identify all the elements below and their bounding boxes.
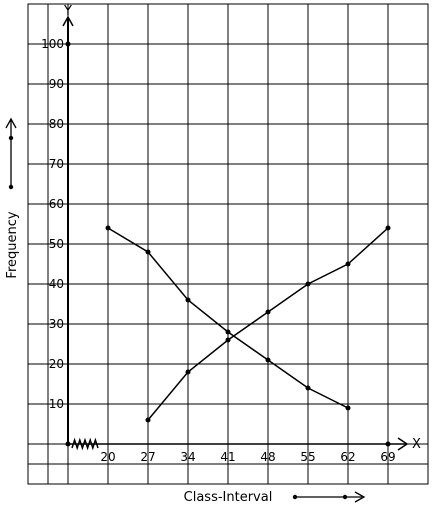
y-tick-label: 80 xyxy=(49,117,64,131)
axes xyxy=(62,15,409,451)
x-tick-label: 69 xyxy=(380,450,395,464)
x-direction-arrow-dot xyxy=(292,494,298,500)
y-tick-label: 70 xyxy=(49,157,64,171)
y-tick-label: 40 xyxy=(49,277,64,291)
y-tick-label: 90 xyxy=(49,77,64,91)
data-point xyxy=(385,225,391,231)
data-point xyxy=(265,309,271,315)
data-point xyxy=(145,249,151,255)
x-tick-label: 20 xyxy=(100,450,115,464)
x-tick-label: 62 xyxy=(340,450,355,464)
data-point xyxy=(185,369,191,375)
x-axis-title: Class-Interval xyxy=(184,490,273,505)
x-direction-arrow-dot xyxy=(342,494,348,500)
x-axis-letter: X xyxy=(412,437,421,452)
data-point xyxy=(345,405,351,411)
y-tick-label: 30 xyxy=(49,317,64,331)
data-point xyxy=(265,357,271,363)
y-direction-arrow-head xyxy=(5,117,17,129)
y-tick-label: 10 xyxy=(49,397,64,411)
y-direction-arrow-dot xyxy=(8,135,14,141)
data-point xyxy=(145,417,151,423)
series xyxy=(105,225,391,423)
x-tick-label: 41 xyxy=(220,450,235,464)
x-axis-arrow xyxy=(397,437,409,451)
y-direction-arrow-dot xyxy=(8,184,14,190)
x-tick-label: 48 xyxy=(260,450,275,464)
origin-point xyxy=(65,441,71,447)
data-point xyxy=(305,385,311,391)
y-tick-label: 20 xyxy=(49,357,64,371)
x-tick-label: 34 xyxy=(180,450,195,464)
y-axis-top-point xyxy=(65,41,71,47)
data-point xyxy=(185,297,191,303)
axis-break-zigzag xyxy=(71,437,99,451)
data-point xyxy=(225,337,231,343)
data-point xyxy=(305,281,311,287)
data-point xyxy=(105,225,111,231)
data-point xyxy=(345,261,351,267)
y-axis-letter: Y xyxy=(63,4,72,19)
labels: Class-Interval Frequency X Y 10 20 30 40 50 6… xyxy=(5,4,421,505)
y-axis-arrow xyxy=(62,15,74,27)
x-tick-label: 27 xyxy=(140,450,155,464)
y-tick-label: 100 xyxy=(41,37,64,51)
y-tick-label: 60 xyxy=(49,197,64,211)
y-tick-label: 50 xyxy=(49,237,64,251)
y-axis-title: Frequency xyxy=(5,211,20,278)
data-point xyxy=(225,329,231,335)
grid xyxy=(27,3,429,485)
x-direction-arrow-head xyxy=(354,491,366,503)
x-axis-end-point xyxy=(385,441,391,447)
x-tick-label: 55 xyxy=(300,450,315,464)
